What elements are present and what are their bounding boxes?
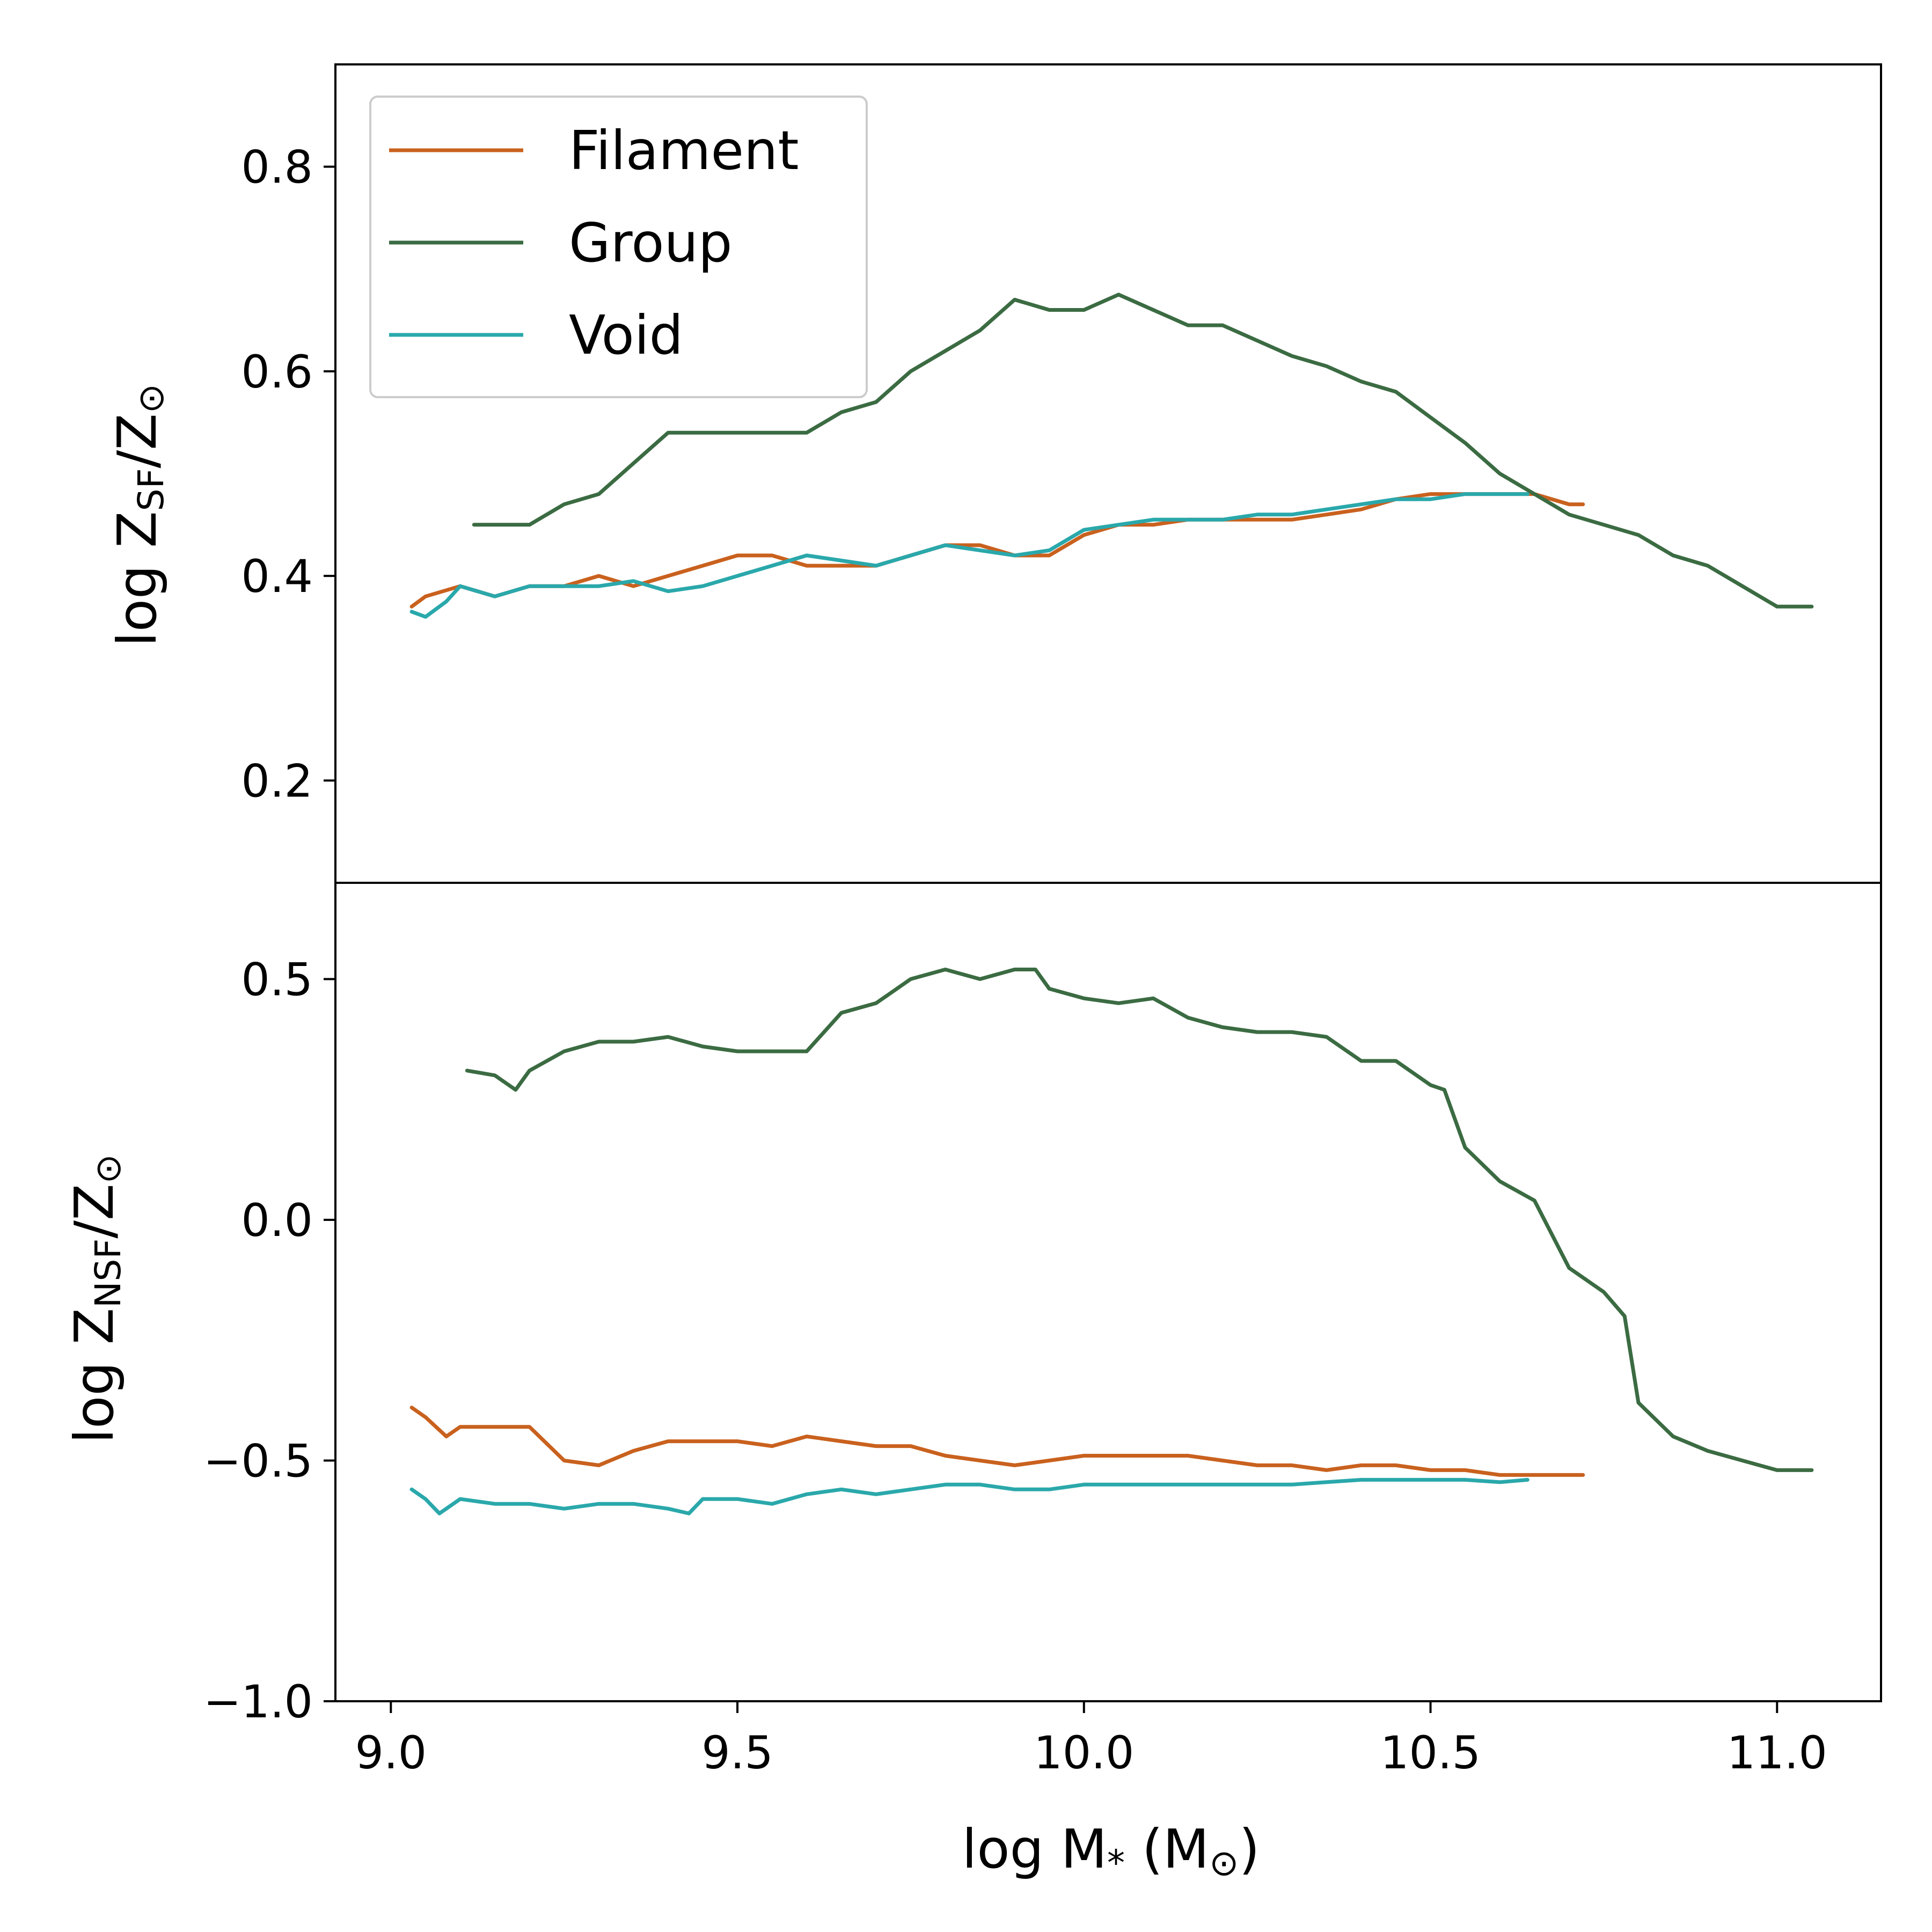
- top-y-tick-label: 0.6: [241, 346, 313, 398]
- x-tick-label: 9.5: [701, 1726, 773, 1779]
- bottom-panel: −1.0 −0.5 0.0 0.5 9.0 9.5 10.0 10.5 11.0 log ZN…: [63, 953, 1827, 1884]
- legend-label-filament: Filament: [569, 119, 799, 182]
- x-tick-label: 10.0: [1034, 1726, 1134, 1779]
- bottom-y-tick-label: 0.5: [241, 953, 313, 1006]
- x-tick-label: 11.0: [1727, 1726, 1827, 1779]
- top-series-void-line: [409, 492, 1529, 619]
- top-y-tick-label: 0.8: [241, 141, 313, 194]
- legend-label-group: Group: [569, 211, 732, 274]
- legend: Filament Group Void: [369, 96, 868, 398]
- bottom-y-tick-label: −0.5: [203, 1435, 313, 1487]
- bottom-y-tick-label: −1.0: [203, 1675, 313, 1728]
- top-y-ticks: 0.2 0.4 0.6 0.8: [241, 141, 335, 807]
- legend-label-void: Void: [569, 304, 683, 367]
- bottom-series-group-line: [465, 968, 1814, 1472]
- x-axis-label: log M* (M⊙): [962, 1818, 1260, 1884]
- top-y-axis-label: log ZSF/Z⊙: [106, 384, 172, 647]
- top-y-tick-label: 0.2: [241, 755, 313, 807]
- x-tick-label: 10.5: [1380, 1726, 1481, 1779]
- bottom-y-axis-label: log ZNSF/Z⊙: [63, 1154, 129, 1443]
- bottom-y-ticks: −1.0 −0.5 0.0 0.5: [203, 953, 335, 1728]
- bottom-series-filament-line: [409, 1406, 1585, 1477]
- x-tick-label: 9.0: [355, 1726, 427, 1779]
- top-panel: 0.2 0.4 0.6 0.8 log ZSF/Z⊙ Filament Group V…: [106, 96, 1814, 807]
- bottom-y-tick-label: 0.0: [241, 1194, 313, 1247]
- bottom-x-ticks: 9.0 9.5 10.0 10.5 11.0: [355, 1701, 1827, 1779]
- bottom-plot-frame: [334, 882, 1882, 1702]
- bottom-series-void-line: [409, 1477, 1529, 1516]
- legend-frame: [369, 96, 868, 398]
- top-y-tick-label: 0.4: [241, 550, 313, 603]
- bottom-series-lines: [409, 968, 1814, 1516]
- top-series-group-line: [472, 292, 1814, 609]
- top-series-lines: [409, 292, 1814, 619]
